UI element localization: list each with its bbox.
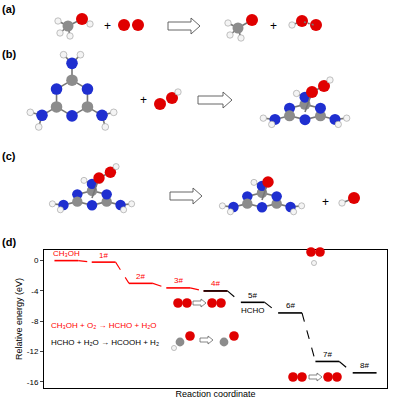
svg-text:+: +: [104, 19, 111, 33]
svg-text:Reaction coordinate: Reaction coordinate: [175, 389, 255, 399]
svg-text:2#: 2#: [136, 272, 145, 281]
svg-text:-12: -12: [27, 347, 39, 356]
svg-text:8#: 8#: [360, 361, 369, 370]
svg-text:7#: 7#: [323, 350, 332, 359]
svg-text:(a): (a): [2, 3, 16, 15]
svg-text:HCHO + H₂O → HCOOH + H₂: HCHO + H₂O → HCOOH + H₂: [51, 338, 159, 347]
svg-text:-16: -16: [27, 378, 39, 387]
svg-text:1#: 1#: [99, 251, 108, 260]
svg-text:6#: 6#: [286, 301, 295, 310]
svg-text:+: +: [140, 93, 147, 107]
svg-text:HCHO: HCHO: [241, 306, 265, 315]
svg-text:4#: 4#: [211, 279, 220, 288]
svg-text:3#: 3#: [174, 276, 183, 285]
svg-text:(c): (c): [2, 150, 16, 162]
svg-text:0: 0: [34, 256, 39, 265]
svg-text:-4: -4: [31, 287, 39, 296]
svg-text:+: +: [322, 195, 329, 209]
svg-text:Relative energy (eV): Relative energy (eV): [14, 278, 24, 360]
svg-text:(d): (d): [2, 236, 16, 248]
svg-text:+: +: [270, 19, 277, 33]
svg-text:CH₃OH + O₂ → HCHO + H₂O: CH₃OH + O₂ → HCHO + H₂O: [51, 321, 156, 330]
svg-text:5#: 5#: [248, 291, 257, 300]
svg-text:CH₃OH: CH₃OH: [53, 249, 80, 258]
svg-text:-8: -8: [31, 317, 39, 326]
svg-text:(b): (b): [2, 48, 16, 60]
